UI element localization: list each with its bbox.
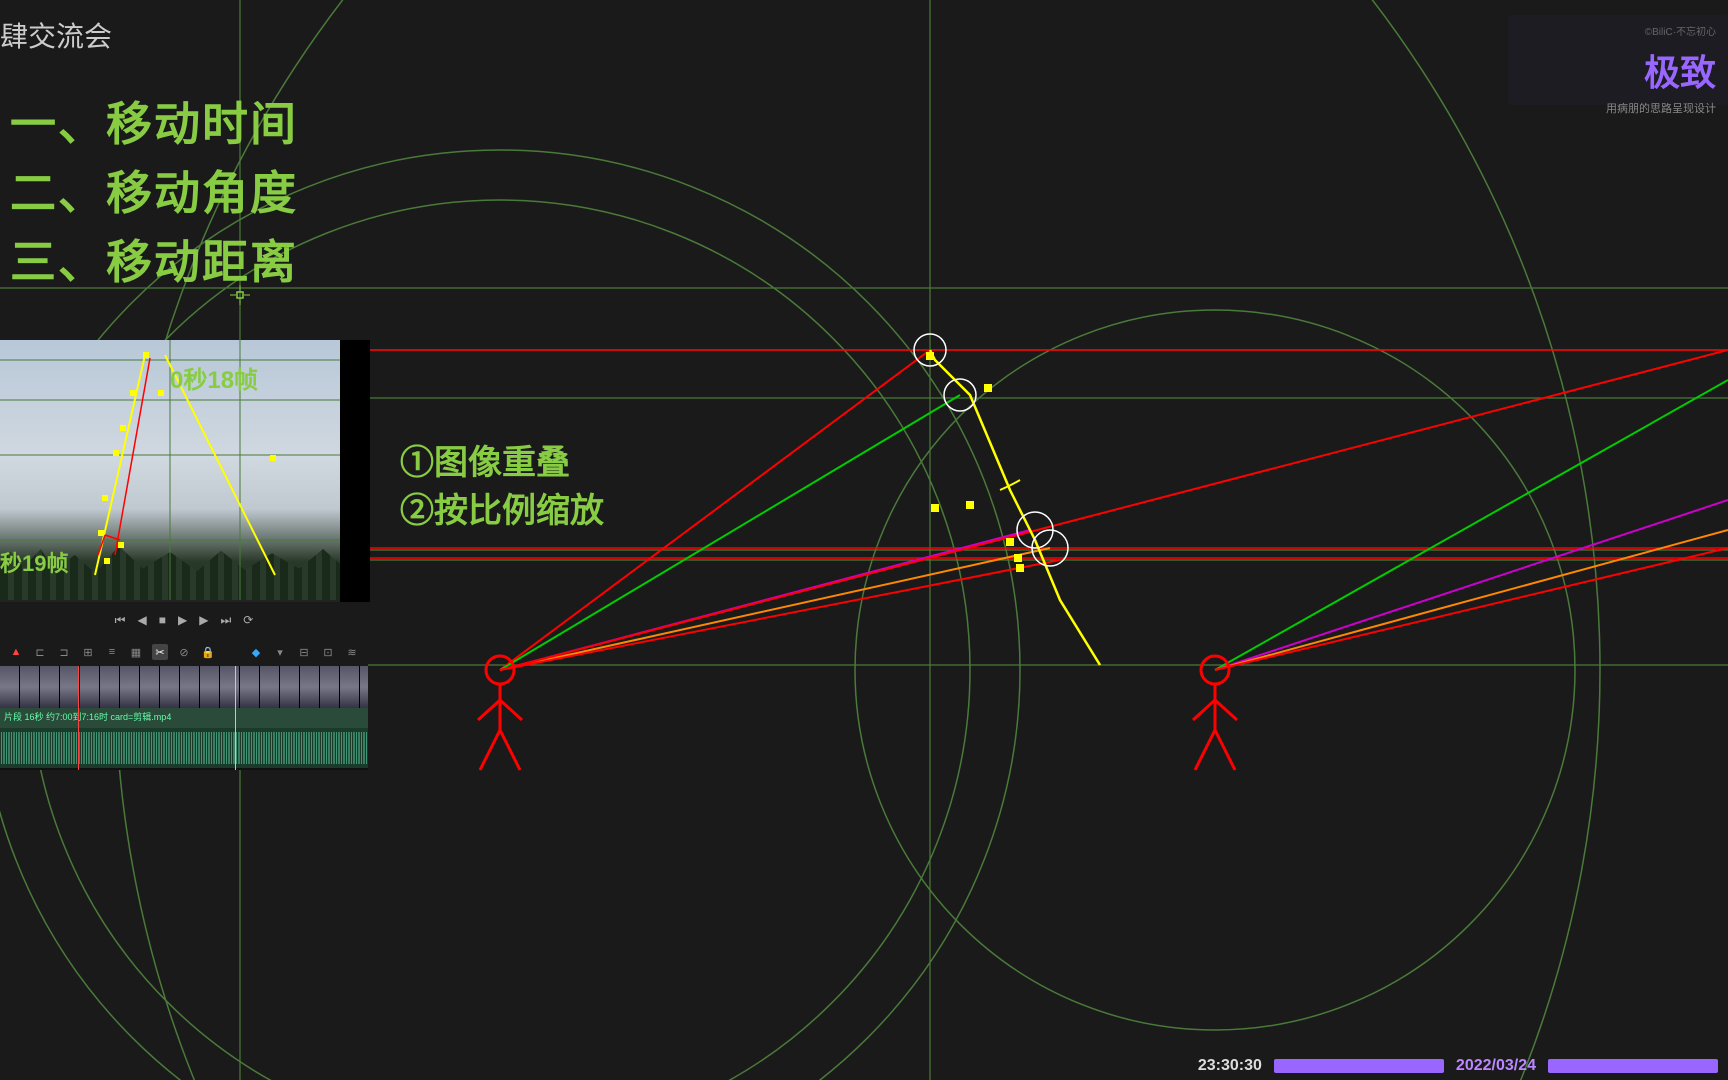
preview-viewport[interactable]: 0秒18帧 秒19帧 [0,340,340,600]
skip-back-icon[interactable]: ⏮ [115,613,126,628]
status-time: 23:30:30 [1198,1057,1262,1075]
tool-b-icon[interactable]: ⊡ [320,644,336,660]
snap-icon[interactable]: ⊞ [80,644,96,660]
playhead-red[interactable] [78,666,79,770]
progress-bar-2 [1548,1059,1718,1073]
video-editor-panel: 0秒18帧 秒19帧 ⏮ ◀ ■ ▶ ▶ ⏭ ⟳ ▲ ⊏ ⊐ ⊞ ≡ ▦ ✂ ⊘… [0,340,368,770]
step-forward-icon[interactable]: ▶ [199,613,208,627]
brand-watermark: ©BiliC·不忘初心 极致 用病朋的思路呈现设计 [1508,15,1728,105]
brand-logo-text: 极致 [1520,44,1716,96]
list-icon[interactable]: ≡ [104,644,120,660]
preview-frame-label-2: 秒19帧 [0,546,68,578]
status-bar: 23:30:30 2022/03/24 [1188,1052,1728,1080]
timeline-tracks[interactable]: 片段 16秒 约7:00到7:16时 card=剪辑.mp4 [0,666,368,770]
note-2: ②按比例缩放 [400,488,604,536]
brand-tagline: 用病朋的思路呈现设计 [1520,100,1716,116]
status-date: 2022/03/24 [1456,1057,1536,1075]
mark-out-icon[interactable]: ⊐ [56,644,72,660]
tool-a-icon[interactable]: ⊟ [296,644,312,660]
stop-icon[interactable]: ■ [159,613,166,627]
step-back-icon[interactable]: ◀ [137,613,146,627]
mark-in-icon[interactable]: ⊏ [32,644,48,660]
brand-copyright: ©BiliC·不忘初心 [1520,23,1716,38]
audio-track[interactable] [0,728,368,768]
skip-forward-icon[interactable]: ⏭ [220,613,231,628]
lock-icon[interactable]: 🔒 [200,644,216,660]
video-track[interactable] [0,666,368,708]
clip-label-track[interactable]: 片段 16秒 约7:00到7:16时 card=剪辑.mp4 [0,708,368,728]
bullet-item-2: 二、移动角度 [10,159,298,228]
bullet-item-1: 一、移动时间 [10,90,298,159]
settings-icon[interactable]: ≋ [344,644,360,660]
play-icon[interactable]: ▶ [178,613,187,627]
transport-controls: ⏮ ◀ ■ ▶ ▶ ⏭ ⟳ [0,602,368,638]
numbered-notes: ①图像重叠 ②按比例缩放 [400,440,604,535]
razor-tool-icon[interactable]: ✂ [152,644,168,660]
preview-frame-label-1: 0秒18帧 [170,360,258,395]
grid-icon[interactable]: ▦ [128,644,144,660]
note-1: ①图像重叠 [400,440,604,488]
timeline-toolbar: ▲ ⊏ ⊐ ⊞ ≡ ▦ ✂ ⊘ 🔒 ◆ ▾ ⊟ ⊡ ≋ [0,638,368,666]
bullet-item-3: 三、移动距离 [10,228,298,297]
loop-icon[interactable]: ⟳ [243,613,253,627]
cursor-crosshair-icon [230,285,250,305]
playhead-cyan[interactable] [235,666,236,770]
progress-bar-1 [1274,1059,1444,1073]
link-icon[interactable]: ⊘ [176,644,192,660]
header-title: 肆交流会 [0,15,112,55]
chevron-down-icon[interactable]: ▾ [272,644,288,660]
marker-blue-icon[interactable]: ◆ [248,644,264,660]
pointer-tool-icon[interactable]: ▲ [8,644,24,660]
bullet-list: 一、移动时间 二、移动角度 三、移动距离 [10,90,298,297]
canvas[interactable]: 肆交流会 ©BiliC·不忘初心 极致 用病朋的思路呈现设计 一、移动时间 二、… [0,0,1728,1080]
